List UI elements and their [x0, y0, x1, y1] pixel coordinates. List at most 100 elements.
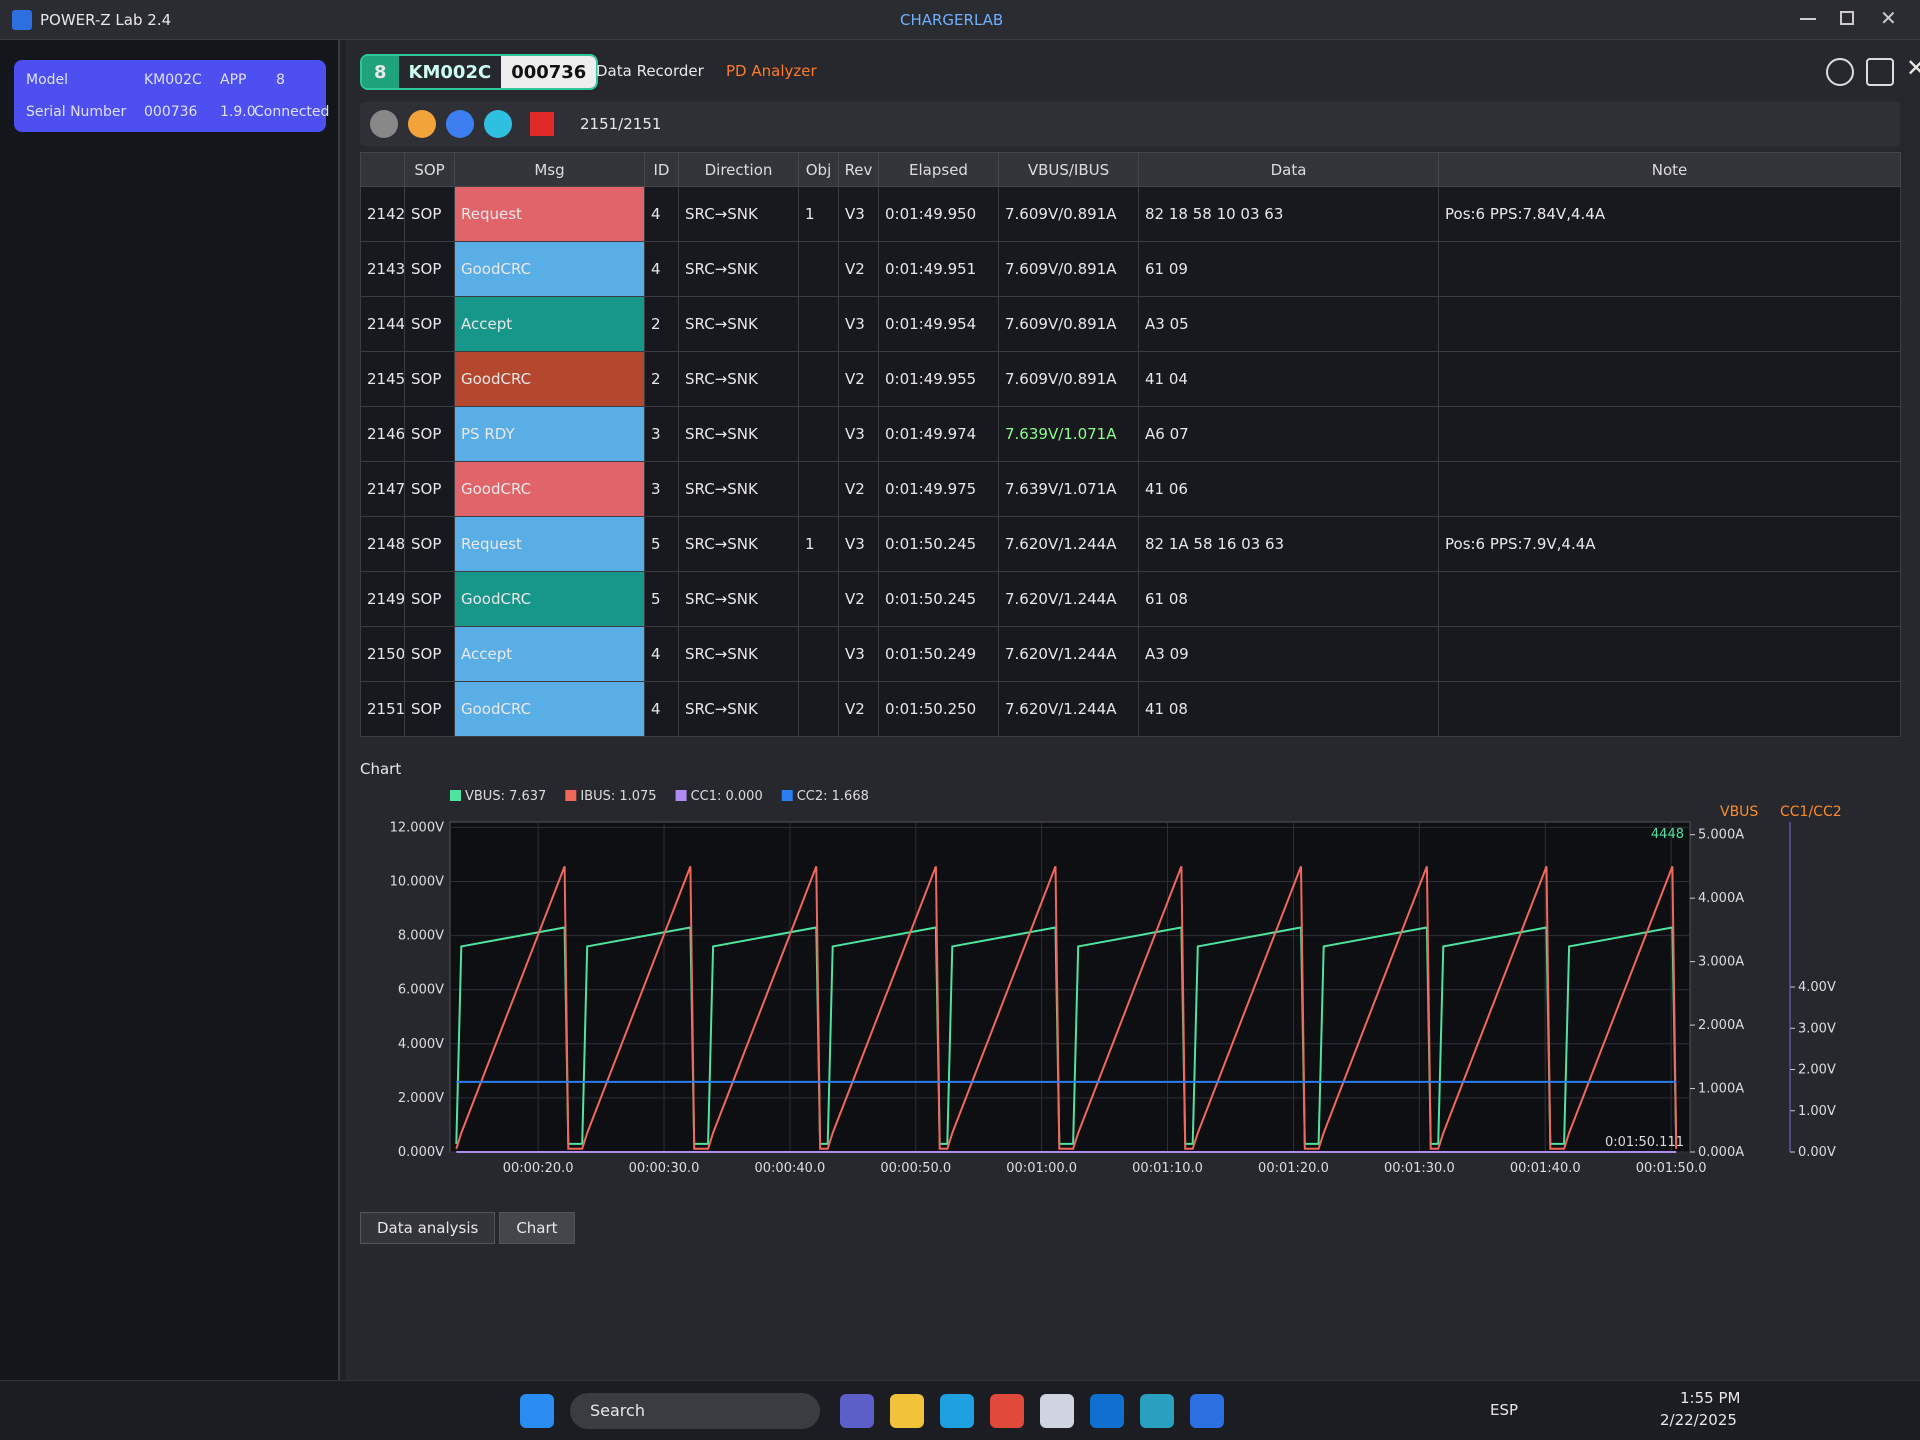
header-cell: VBUS/IBUS: [998, 152, 1139, 187]
tab[interactable]: Data analysis: [360, 1212, 496, 1244]
tab[interactable]: PD Analyzer: [726, 62, 817, 80]
title-bar: POWER-Z Lab 2.4 CHARGERLAB ✕: [0, 0, 1920, 40]
tab[interactable]: Chart: [499, 1212, 575, 1244]
header-cell: SOP: [404, 152, 455, 187]
y2-tick-label: 4.000A: [1698, 891, 1744, 906]
cell: 41 06: [1138, 461, 1439, 517]
header-cell: [360, 152, 405, 187]
cell: 4: [644, 186, 679, 242]
legend-swatch: [675, 790, 687, 801]
cell: 4: [644, 626, 679, 682]
stop-button[interactable]: [530, 112, 554, 136]
plot-area: [449, 821, 1691, 1153]
settings-button[interactable]: [1826, 58, 1854, 86]
legend-swatch: [565, 790, 577, 801]
x-tick-label: 00:00:40.0: [755, 1161, 826, 1176]
app-icon[interactable]: [840, 1394, 874, 1428]
value: 8: [276, 72, 285, 88]
header-cell: ID: [644, 152, 679, 187]
header-cell: Msg: [454, 152, 645, 187]
close-button[interactable]: ✕: [1880, 6, 1897, 30]
table-row[interactable]: 2151 SOP GoodCRC 4 SRC→SNK V2 0:01:50.250 7.620…: [360, 681, 1901, 737]
y-tick-label: 10.000V: [390, 875, 444, 890]
cell: V3: [838, 296, 879, 352]
table-row[interactable]: 2144 SOP Accept 2 SRC→SNK V3 0:01:49.954 7.609V…: [360, 296, 1901, 352]
cell: [798, 681, 839, 737]
cell: SRC→SNK: [678, 406, 799, 462]
cell: [798, 241, 839, 297]
table-row[interactable]: 2149 SOP GoodCRC 5 SRC→SNK V2 0:01:50.245 7.620…: [360, 571, 1901, 627]
annotation: 4448: [1651, 827, 1684, 842]
cell: SRC→SNK: [678, 681, 799, 737]
maximize-button[interactable]: [1840, 11, 1854, 25]
x-tick-label: 00:00:50.0: [880, 1161, 951, 1176]
header-cell: Direction: [678, 152, 799, 187]
cell: SOP: [404, 186, 455, 242]
header-cell: Elapsed: [878, 152, 999, 187]
y2-tick-label: 5.000A: [1698, 828, 1744, 843]
app-icon[interactable]: [1090, 1394, 1124, 1428]
cell: 82 18 58 10 03 63: [1138, 186, 1439, 242]
cell: V3: [838, 516, 879, 572]
cell: [798, 571, 839, 627]
cell: [1438, 296, 1901, 352]
minimize-button[interactable]: [1800, 18, 1816, 20]
app-icon[interactable]: [990, 1394, 1024, 1428]
app-icon[interactable]: [1040, 1394, 1074, 1428]
app-icon[interactable]: [1190, 1394, 1224, 1428]
chart: 0.000V 2.000V 4.000V 6.000V 8.000V 10.000V 12.…: [390, 789, 1842, 1176]
save-button[interactable]: [408, 110, 436, 138]
delete-button[interactable]: [446, 110, 474, 138]
cell: 7.620V/1.244A: [998, 681, 1139, 737]
message-table: SOP Msg ID Direction Obj Rev Elapsed VBUS/IBUS D…: [360, 152, 1901, 737]
cell: [1438, 351, 1901, 407]
device-badge[interactable]: 8 KM002C 000736: [360, 54, 599, 90]
toolbar: 2151/2151: [360, 102, 1900, 146]
cell: [1438, 681, 1901, 737]
cell: V3: [838, 186, 879, 242]
cell: 0:01:49.954: [878, 296, 999, 352]
cell: SOP: [404, 571, 455, 627]
cell: SRC→SNK: [678, 516, 799, 572]
cell: V3: [838, 406, 879, 462]
header-cell: Obj: [798, 152, 839, 187]
cell: SOP: [404, 516, 455, 572]
table-row[interactable]: 2142 SOP Request 4 SRC→SNK 1 V3 0:01:49.950 7.60…: [360, 186, 1901, 242]
header-cell: Rev: [838, 152, 879, 187]
language[interactable]: ESP: [1490, 1401, 1519, 1419]
cell: [1438, 461, 1901, 517]
cell: PS RDY: [454, 406, 645, 462]
cell: 7.620V/1.244A: [998, 571, 1139, 627]
table-row[interactable]: 2145 SOP GoodCRC 2 SRC→SNK V2 0:01:49.955 7.609…: [360, 351, 1901, 407]
app-icon[interactable]: [890, 1394, 924, 1428]
port: 8: [362, 56, 399, 88]
start-button[interactable]: [520, 1394, 554, 1428]
table-row[interactable]: 2150 SOP Accept 4 SRC→SNK V3 0:01:50.249 7.620V…: [360, 626, 1901, 682]
table-row[interactable]: 2148 SOP Request 5 SRC→SNK 1 V3 0:01:50.245 7.62…: [360, 516, 1901, 572]
table-row[interactable]: 2147 SOP GoodCRC 3 SRC→SNK V2 0:01:49.975 7.639…: [360, 461, 1901, 517]
cell: 5: [644, 571, 679, 627]
image-button[interactable]: [1866, 58, 1894, 86]
legend-swatch: [781, 790, 793, 801]
app-icon[interactable]: [940, 1394, 974, 1428]
y-tick-label: 8.000V: [398, 929, 444, 944]
app-icon[interactable]: [1140, 1394, 1174, 1428]
value: Connected: [254, 104, 330, 120]
search-box[interactable]: Search: [570, 1393, 820, 1429]
filter-button[interactable]: [484, 110, 512, 138]
legend-label: CC1: 0.000: [691, 789, 763, 804]
open-button[interactable]: [370, 110, 398, 138]
cell: A6 07: [1138, 406, 1439, 462]
cell: Accept: [454, 296, 645, 352]
device-card[interactable]: Model KM002C APP 8 Serial Number 000736 …: [14, 60, 330, 132]
label: Model: [26, 72, 69, 88]
tab[interactable]: Data Recorder: [596, 62, 704, 80]
clock-time[interactable]: 1:55 PM: [1680, 1389, 1741, 1407]
close-button[interactable]: ✕: [1906, 54, 1920, 82]
table-row[interactable]: 2146 SOP PS RDY 3 SRC→SNK V3 0:01:49.974 7.639V…: [360, 406, 1901, 462]
cell: 7.639V/1.071A: [998, 461, 1139, 517]
table-row[interactable]: 2143 SOP GoodCRC 4 SRC→SNK V2 0:01:49.951 7.609…: [360, 241, 1901, 297]
clock-date[interactable]: 2/22/2025: [1660, 1411, 1737, 1429]
cell: SRC→SNK: [678, 296, 799, 352]
window-title: POWER-Z Lab 2.4: [40, 11, 172, 29]
